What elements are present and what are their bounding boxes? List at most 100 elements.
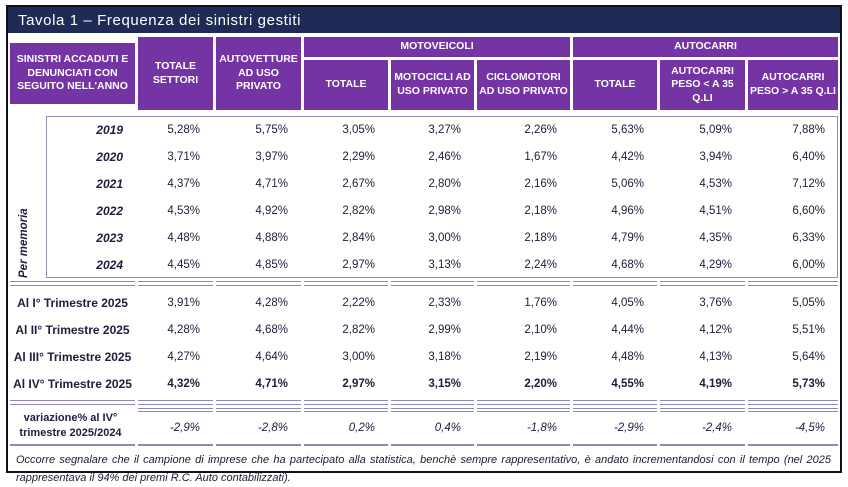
table-title-bar: Tavola 1 – Frequenza dei sinistri gestit… (8, 7, 840, 33)
table-cell: 5,06% (611, 177, 644, 190)
table-row: Al III° Trimestre 2025 4,27% 4,64% 3,00%… (10, 343, 839, 370)
table-cell: 5,64% (792, 350, 825, 363)
page: Tavola 1 – Frequenza dei sinistri gestit… (6, 5, 842, 484)
table-cell: 4,05% (611, 296, 644, 309)
variation-label-line1: variazione% al IV° (23, 412, 118, 425)
year-label: 2023 (96, 230, 123, 245)
table-cell: 6,60% (792, 204, 825, 217)
header-row-label: SINISTRI ACCADUTI E DENUNCIATI CON SEGUI… (10, 43, 135, 104)
per-memoria-section: Per memoria 2019 5,28% 5,75% 3,05% 3,27%… (10, 116, 839, 278)
table-cell: 2,16% (524, 177, 557, 190)
table-cell: 2,99% (428, 323, 461, 336)
year-label: 2022 (96, 203, 123, 218)
divider-segment (477, 400, 570, 405)
divider-segment (573, 281, 657, 286)
table-cell: 4,92% (255, 204, 288, 217)
table-cell: -2,8% (216, 408, 301, 446)
table-row: Al I° Trimestre 2025 3,91% 4,28% 2,22% 2… (10, 289, 839, 316)
table-cell: 4,27% (167, 350, 200, 363)
table-cell: 2,29% (342, 150, 375, 163)
table-cell: 3,91% (167, 296, 200, 309)
table-cell: 2,19% (524, 350, 557, 363)
divider-segment (573, 400, 657, 405)
table-cell: 3,27% (428, 123, 461, 136)
header-motocicli: MOTOCICLI AD USO PRIVATO (391, 60, 474, 110)
header-motoveicoli-label: MOTOVEICOLI (304, 37, 570, 57)
table-cell: 2,20% (524, 377, 557, 390)
table-cell: 2,46% (428, 150, 461, 163)
table-cell: 4,37% (167, 177, 200, 190)
table-row: Al II° Trimestre 2025 4,28% 4,68% 2,82% … (10, 316, 839, 343)
table-row: 2021 4,37% 4,71% 2,67% 2,80% 2,16% 5,06%… (10, 170, 839, 197)
table-cell: 2,18% (524, 204, 557, 217)
table-cell: 4,29% (699, 258, 732, 271)
table-cell: 6,33% (792, 231, 825, 244)
table-cell: 3,00% (428, 231, 461, 244)
table-cell: -4,5% (748, 408, 838, 446)
table-cell: 4,53% (699, 177, 732, 190)
table-cell: 3,15% (428, 377, 461, 390)
header-autocarri-totale: TOTALE (573, 60, 657, 110)
table-row: 2022 4,53% 4,92% 2,82% 2,98% 2,18% 4,96%… (10, 197, 839, 224)
divider-segment (10, 281, 135, 286)
table-cell: 2,10% (524, 323, 557, 336)
divider-segment (10, 400, 135, 405)
table-cell: 3,94% (699, 150, 732, 163)
table-cell: 4,51% (699, 204, 732, 217)
table-cell: 2,26% (524, 123, 557, 136)
quarter-label: Al I° Trimestre 2025 (17, 295, 128, 310)
table-cell: 4,48% (167, 231, 200, 244)
table-row: 2020 3,71% 3,97% 2,29% 2,46% 1,67% 4,42%… (10, 143, 839, 170)
footnote: Occorre segnalare che il campione di imp… (16, 454, 831, 485)
table-cell: 4,64% (255, 350, 288, 363)
table-cell: 4,88% (255, 231, 288, 244)
table-cell: 5,63% (611, 123, 644, 136)
table-cell: 5,09% (699, 123, 732, 136)
year-label: 2020 (96, 149, 123, 164)
variation-label: variazione% al IV° trimestre 2025/2024 (10, 408, 135, 446)
table-cell: 2,24% (524, 258, 557, 271)
table-row: 2023 4,48% 4,88% 2,84% 3,00% 2,18% 4,79%… (10, 224, 839, 251)
table-cell: -2,9% (138, 408, 213, 446)
divider-segment (660, 400, 745, 405)
table-cell: 6,00% (792, 258, 825, 271)
table-cell: 2,97% (342, 377, 375, 390)
table-cell: 3,13% (428, 258, 461, 271)
table-cell: 4,44% (611, 323, 644, 336)
per-memoria-label: Per memoria (18, 208, 30, 278)
table-frame: Tavola 1 – Frequenza dei sinistri gestit… (6, 5, 842, 484)
table-row: 2024 4,45% 4,85% 2,97% 3,13% 2,24% 4,68%… (10, 251, 839, 278)
section-divider (10, 281, 839, 287)
table-cell: 4,85% (255, 258, 288, 271)
variation-row: variazione% al IV° trimestre 2025/2024 -… (10, 408, 839, 446)
table-cell: 7,12% (792, 177, 825, 190)
table-cell: 3,05% (342, 123, 375, 136)
divider-segment (138, 281, 213, 286)
divider-segment (660, 281, 745, 286)
table-cell: 4,68% (255, 323, 288, 336)
table-cell: 4,53% (167, 204, 200, 217)
table-cell: 2,84% (342, 231, 375, 244)
table-row: Al IV° Trimestre 2025 4,32% 4,71% 2,97% … (10, 370, 839, 397)
table-cell: 4,19% (699, 377, 732, 390)
table-cell: 1,76% (524, 296, 557, 309)
table-cell: 4,28% (255, 296, 288, 309)
table-cell: 0,4% (391, 408, 474, 446)
header-moto-totale: TOTALE (304, 60, 388, 110)
table-cell: 4,68% (611, 258, 644, 271)
table-cell: 3,97% (255, 150, 288, 163)
table-cell: -2,4% (660, 408, 745, 446)
table-cell: 4,96% (611, 204, 644, 217)
table-cell: -1,8% (477, 408, 570, 446)
table-cell: 5,05% (792, 296, 825, 309)
table-cell: 3,76% (699, 296, 732, 309)
header-ciclomotori: CICLOMOTORI AD USO PRIVATO (477, 60, 570, 110)
table-cell: 4,71% (255, 177, 288, 190)
table-cell: 3,71% (167, 150, 200, 163)
table-row: 2019 5,28% 5,75% 3,05% 3,27% 2,26% 5,63%… (10, 116, 839, 143)
table-cell: 4,13% (699, 350, 732, 363)
table-cell: 4,42% (611, 150, 644, 163)
header-autovetture: AUTOVETTURE AD USO PRIVATO (216, 37, 301, 110)
table-cell: 2,98% (428, 204, 461, 217)
divider-segment (304, 281, 388, 286)
